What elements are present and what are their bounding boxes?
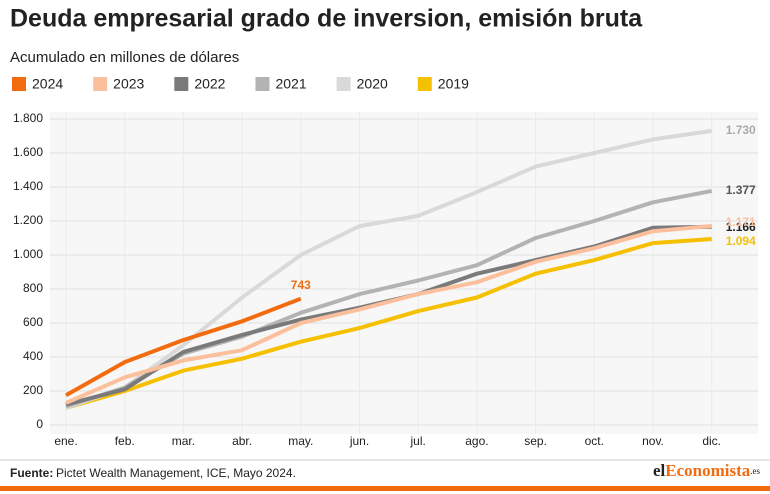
legend-label: 2023 xyxy=(113,76,144,92)
series-line xyxy=(65,128,712,410)
legend-swatch xyxy=(417,77,432,91)
logo-el: el xyxy=(653,461,666,480)
end-label: 743 xyxy=(291,278,311,292)
x-tick-label: mar. xyxy=(172,434,195,448)
logo-main: Economista xyxy=(665,461,751,480)
legend-label: 2020 xyxy=(357,76,388,92)
legend-label: 2022 xyxy=(194,76,225,92)
y-tick-label: 1.400 xyxy=(13,179,43,193)
logo-suffix: .es xyxy=(750,466,760,476)
x-tick-label: dic. xyxy=(702,434,721,448)
legend-swatch xyxy=(12,77,26,91)
footer-bar xyxy=(0,486,770,491)
x-tick-label: jun. xyxy=(349,434,369,448)
legend-label: 2021 xyxy=(275,76,306,92)
legend: 2024 2023 2022 2021 2020 2019 xyxy=(12,76,469,92)
plot-background xyxy=(50,112,758,434)
legend-swatch xyxy=(336,77,351,91)
x-tick-label: ene. xyxy=(54,434,77,448)
y-tick-label: 1.000 xyxy=(13,247,43,261)
end-label: 1.377 xyxy=(726,183,756,197)
y-tick-label: 1.200 xyxy=(13,213,43,227)
x-tick-label: sep. xyxy=(524,434,547,448)
x-tick-label: may. xyxy=(288,434,313,448)
chart-title: Deuda empresarial grado de inversion, em… xyxy=(10,5,643,33)
logo: elEconomista.es xyxy=(653,461,761,480)
y-tick-label: 1.600 xyxy=(13,145,43,159)
series-line xyxy=(65,237,712,410)
y-tick-label: 600 xyxy=(23,315,43,329)
y-tick-label: 0 xyxy=(36,417,43,431)
end-label: 1.171 xyxy=(726,215,756,229)
legend-swatch xyxy=(174,77,189,91)
x-tick-label: ago. xyxy=(465,434,488,448)
legend-swatch xyxy=(93,77,108,91)
y-tick-label: 800 xyxy=(23,281,43,295)
end-label: 1.094 xyxy=(726,234,756,248)
end-label: 1.166 xyxy=(726,220,756,234)
series-line xyxy=(65,296,302,397)
legend-label: 2019 xyxy=(438,76,469,92)
y-tick-label: 1.800 xyxy=(13,111,43,125)
legend-swatch xyxy=(255,77,270,91)
source-label: Fuente: xyxy=(10,466,53,480)
y-tick-label: 400 xyxy=(23,349,43,363)
x-tick-label: nov. xyxy=(642,434,664,448)
source: Pictet Wealth Management, ICE, Mayo 2024… xyxy=(56,466,296,480)
legend-label: 2024 xyxy=(32,76,63,92)
series-line xyxy=(65,223,712,405)
chart-subtitle: Acumulado en millones de dólares xyxy=(10,49,239,66)
y-tick-label: 200 xyxy=(23,383,43,397)
x-tick-label: jul. xyxy=(410,434,426,448)
x-tick-label: oct. xyxy=(585,434,604,448)
x-tick-label: feb. xyxy=(115,434,135,448)
x-tick-label: abr. xyxy=(232,434,252,448)
end-label: 1.730 xyxy=(726,123,756,137)
